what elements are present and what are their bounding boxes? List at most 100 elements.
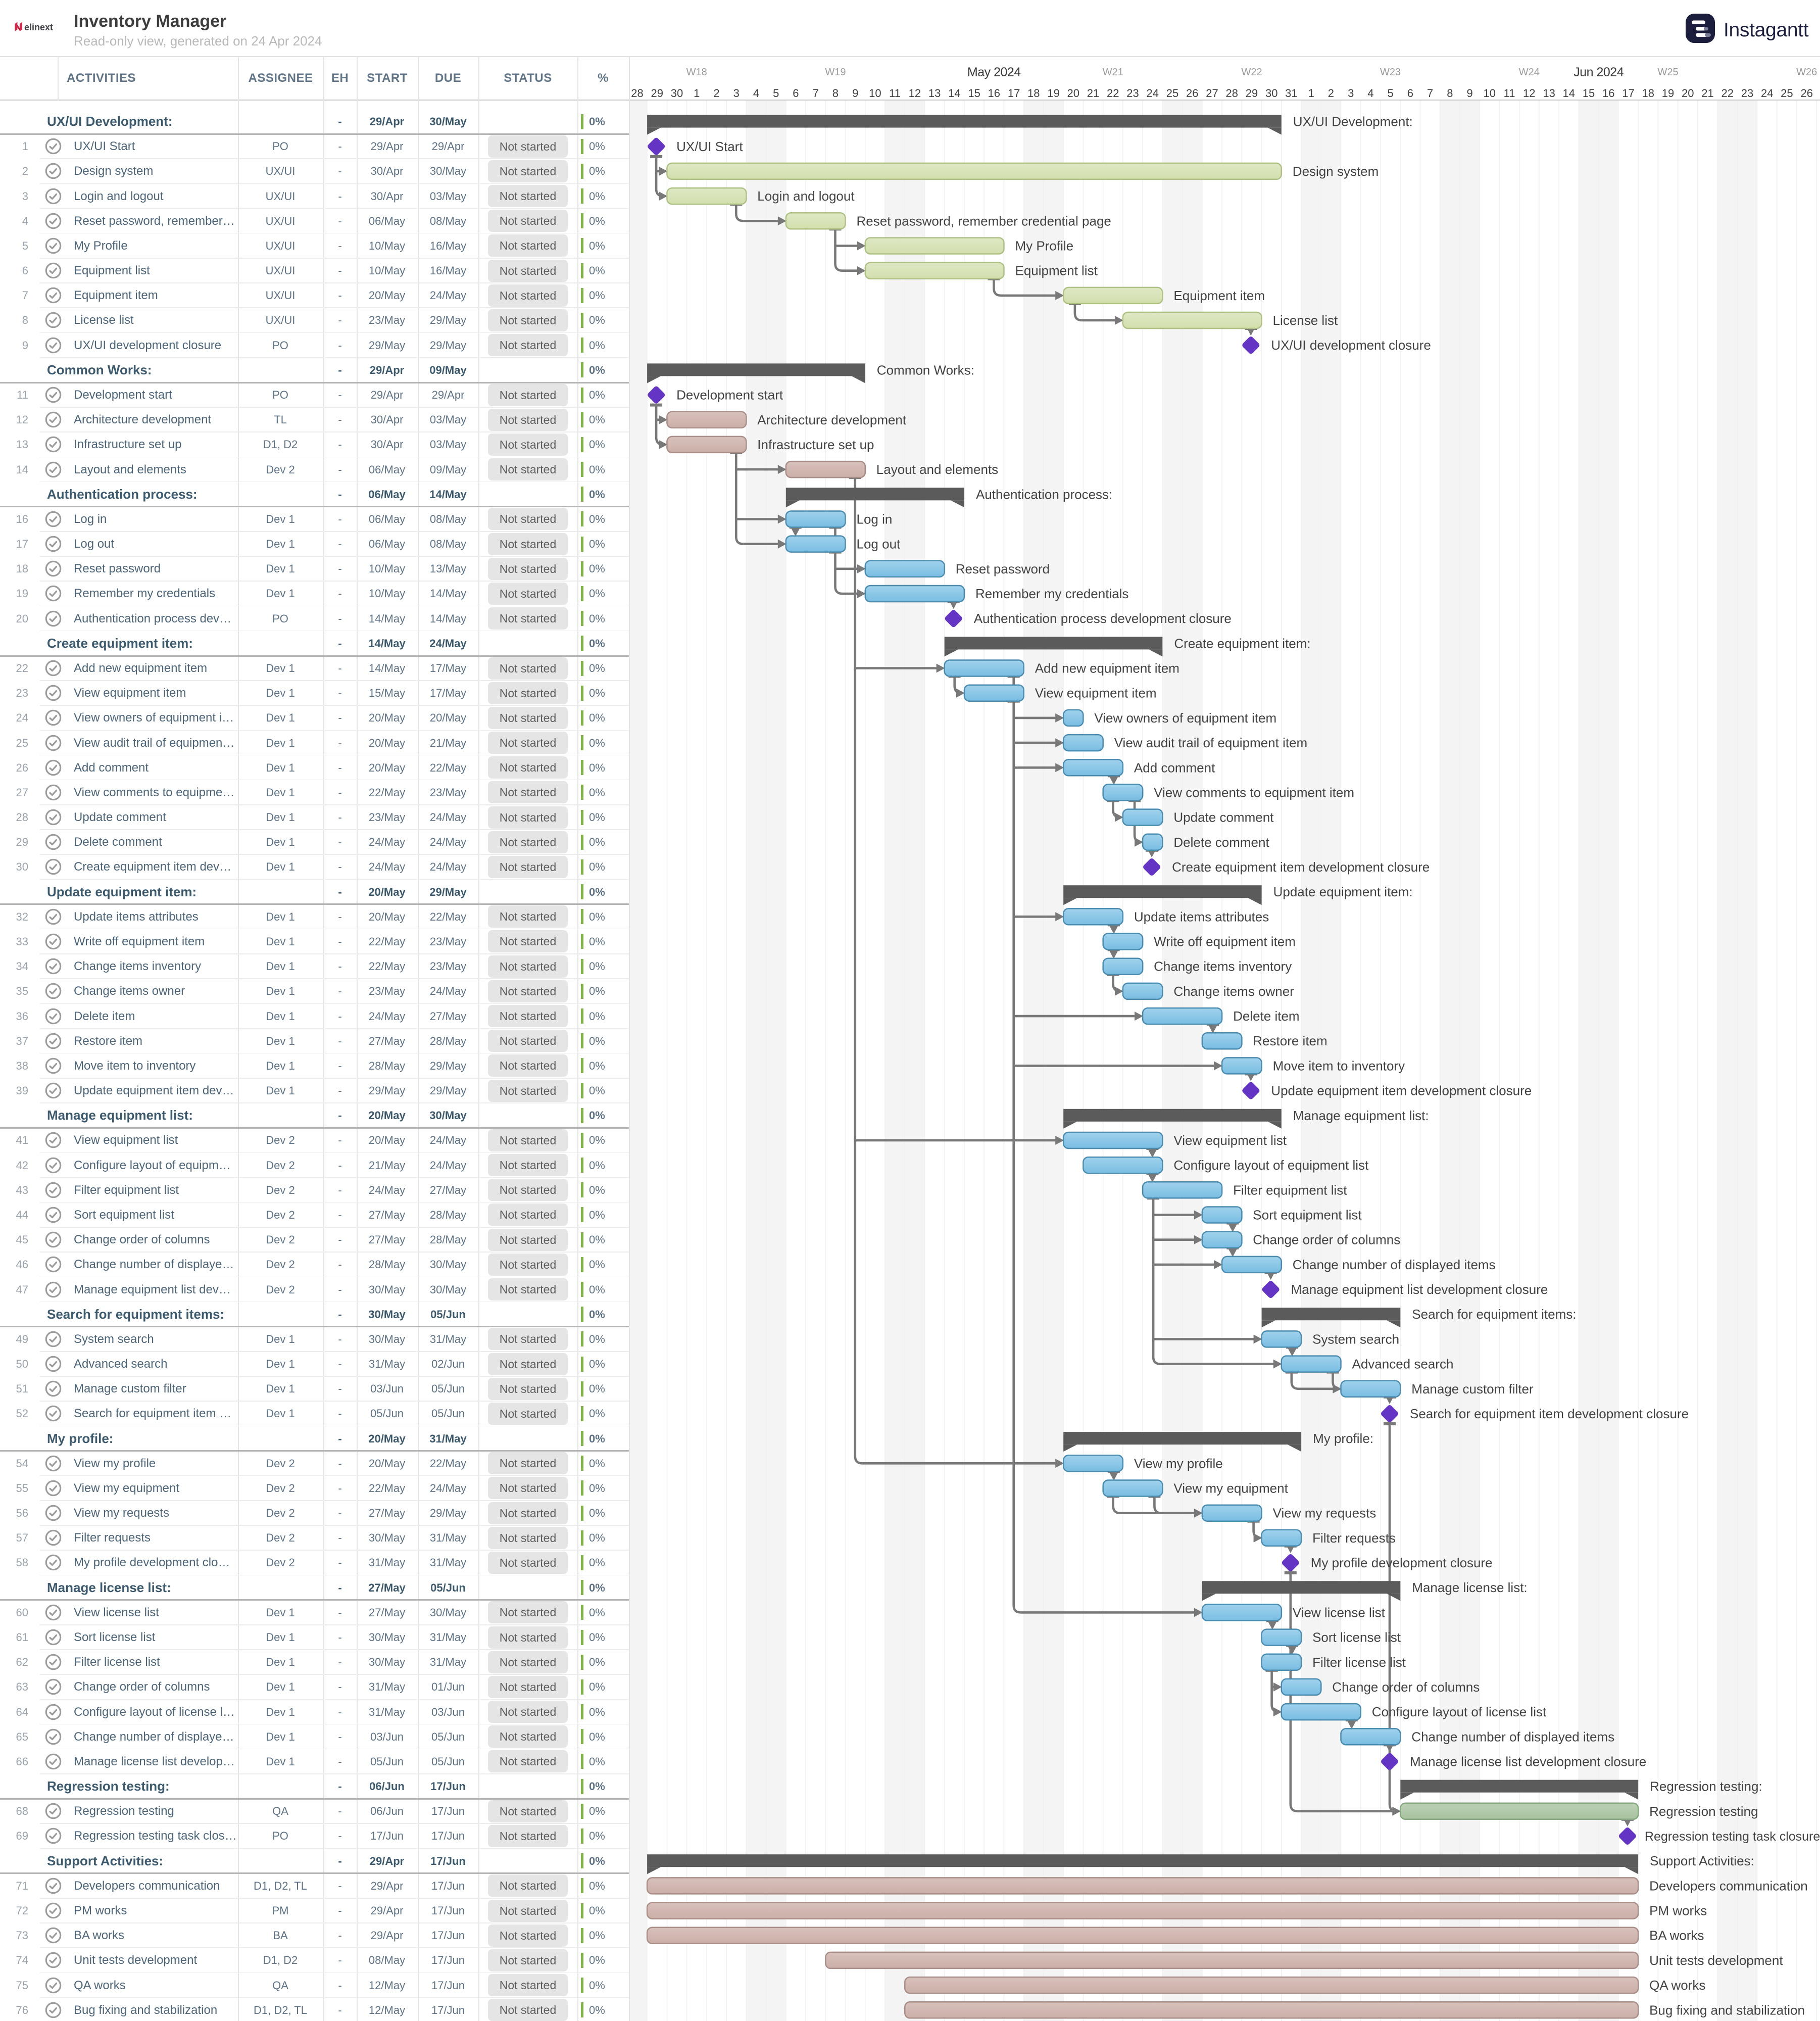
svg-text:24: 24 bbox=[1147, 87, 1159, 100]
svg-text:Authentication process:: Authentication process: bbox=[976, 487, 1112, 502]
svg-text:12: 12 bbox=[1523, 87, 1535, 100]
svg-text:Search for equipment items:: Search for equipment items: bbox=[1412, 1307, 1576, 1322]
svg-text:30: 30 bbox=[671, 87, 683, 100]
svg-text:Add comment: Add comment bbox=[1134, 760, 1215, 775]
svg-text:View audit trail of equipment: View audit trail of equipment item bbox=[1114, 735, 1308, 750]
svg-text:9: 9 bbox=[1466, 87, 1472, 100]
svg-text:Configure layout of license li: Configure layout of license list bbox=[1372, 1704, 1547, 1719]
svg-text:6: 6 bbox=[793, 87, 799, 100]
svg-text:2: 2 bbox=[713, 87, 719, 100]
svg-text:17: 17 bbox=[1008, 87, 1020, 100]
svg-text:BA works: BA works bbox=[1649, 1928, 1704, 1943]
svg-text:Update items attributes: Update items attributes bbox=[1134, 909, 1269, 924]
svg-text:View my equipment: View my equipment bbox=[1173, 1481, 1288, 1496]
svg-text:Manage license list:: Manage license list: bbox=[1412, 1580, 1527, 1595]
svg-text:W21: W21 bbox=[1103, 67, 1123, 78]
svg-text:Update equipment item:: Update equipment item: bbox=[1273, 884, 1413, 899]
svg-text:22: 22 bbox=[1721, 87, 1733, 100]
svg-text:22: 22 bbox=[1107, 87, 1119, 100]
svg-text:1: 1 bbox=[1308, 87, 1314, 100]
svg-text:QA works: QA works bbox=[1649, 1978, 1705, 1993]
svg-text:12: 12 bbox=[909, 87, 921, 100]
svg-text:28: 28 bbox=[631, 87, 643, 100]
svg-text:3: 3 bbox=[1348, 87, 1354, 100]
svg-text:W19: W19 bbox=[825, 67, 846, 78]
svg-text:Sort equipment list: Sort equipment list bbox=[1253, 1208, 1362, 1223]
svg-text:14: 14 bbox=[1563, 87, 1575, 100]
svg-text:License list: License list bbox=[1273, 313, 1338, 328]
svg-text:14: 14 bbox=[948, 87, 960, 100]
svg-text:Support Activities:: Support Activities: bbox=[1650, 1853, 1754, 1868]
svg-text:PM works: PM works bbox=[1649, 1903, 1707, 1918]
svg-text:View my requests: View my requests bbox=[1273, 1506, 1376, 1521]
svg-text:Design system: Design system bbox=[1293, 164, 1379, 179]
svg-text:Create equipment item developm: Create equipment item development closur… bbox=[1172, 859, 1430, 875]
svg-text:W22: W22 bbox=[1241, 67, 1262, 78]
svg-text:May 2024: May 2024 bbox=[967, 65, 1021, 79]
svg-text:View equipment list: View equipment list bbox=[1173, 1133, 1287, 1148]
svg-text:Regression testing: Regression testing bbox=[1649, 1804, 1758, 1819]
svg-text:2: 2 bbox=[1328, 87, 1334, 100]
svg-text:Login and logout: Login and logout bbox=[757, 188, 855, 204]
svg-text:Authentication process develop: Authentication process development closu… bbox=[974, 611, 1232, 626]
svg-text:Developers communication: Developers communication bbox=[1649, 1878, 1808, 1893]
svg-text:3: 3 bbox=[733, 87, 740, 100]
svg-text:26: 26 bbox=[1186, 87, 1198, 100]
svg-text:29: 29 bbox=[1246, 87, 1258, 100]
svg-text:18: 18 bbox=[1642, 87, 1654, 100]
svg-text:Update comment: Update comment bbox=[1173, 810, 1274, 825]
svg-text:9: 9 bbox=[852, 87, 858, 100]
svg-text:30: 30 bbox=[1265, 87, 1277, 100]
svg-text:21: 21 bbox=[1701, 87, 1713, 100]
svg-text:Filter requests: Filter requests bbox=[1312, 1530, 1396, 1546]
svg-text:19: 19 bbox=[1662, 87, 1674, 100]
svg-text:8: 8 bbox=[1447, 87, 1453, 100]
svg-text:Layout and elements: Layout and elements bbox=[876, 462, 998, 477]
svg-text:Change number of displayed ite: Change number of displayed items bbox=[1411, 1729, 1614, 1744]
svg-text:17: 17 bbox=[1622, 87, 1634, 100]
svg-text:Configure layout of equipment: Configure layout of equipment list bbox=[1173, 1158, 1369, 1173]
svg-text:W26: W26 bbox=[1796, 67, 1817, 78]
svg-text:Filter license list: Filter license list bbox=[1312, 1655, 1406, 1670]
svg-text:View owners of equipment item: View owners of equipment item bbox=[1094, 710, 1276, 726]
svg-text:Create equipment item:: Create equipment item: bbox=[1174, 636, 1310, 651]
svg-text:Advanced search: Advanced search bbox=[1352, 1357, 1454, 1372]
svg-text:Manage equipment list:: Manage equipment list: bbox=[1293, 1108, 1429, 1123]
svg-text:5: 5 bbox=[1387, 87, 1393, 100]
svg-text:Change order of columns: Change order of columns bbox=[1332, 1679, 1480, 1695]
svg-text:26: 26 bbox=[1800, 87, 1812, 100]
svg-text:27: 27 bbox=[1206, 87, 1218, 100]
svg-text:My profile:: My profile: bbox=[1313, 1431, 1373, 1446]
svg-text:Change order of columns: Change order of columns bbox=[1253, 1232, 1400, 1247]
svg-text:7: 7 bbox=[1427, 87, 1433, 100]
svg-text:My profile development closure: My profile development closure bbox=[1311, 1555, 1493, 1570]
svg-text:View equipment item: View equipment item bbox=[1035, 686, 1157, 701]
svg-text:Regression testing task closur: Regression testing task closure bbox=[1645, 1830, 1820, 1844]
svg-text:15: 15 bbox=[968, 87, 980, 100]
svg-text:UX/UI development closure: UX/UI development closure bbox=[1271, 338, 1431, 353]
svg-text:25: 25 bbox=[1781, 87, 1793, 100]
svg-text:Reset password, remember crede: Reset password, remember credential page bbox=[857, 213, 1111, 228]
svg-text:Equipment list: Equipment list bbox=[1015, 263, 1098, 278]
svg-text:Equipment item: Equipment item bbox=[1173, 288, 1265, 303]
svg-text:Sort license list: Sort license list bbox=[1312, 1630, 1401, 1645]
svg-text:28: 28 bbox=[1225, 87, 1238, 100]
svg-text:Jun 2024: Jun 2024 bbox=[1573, 65, 1624, 79]
svg-text:Regression testing:: Regression testing: bbox=[1650, 1779, 1762, 1794]
svg-text:25: 25 bbox=[1166, 87, 1178, 100]
svg-text:Change items owner: Change items owner bbox=[1173, 984, 1294, 999]
svg-text:Change number of displayed ite: Change number of displayed items bbox=[1293, 1257, 1496, 1272]
svg-text:11: 11 bbox=[1504, 87, 1515, 100]
svg-text:Log in: Log in bbox=[857, 512, 893, 527]
svg-text:18: 18 bbox=[1027, 87, 1040, 100]
svg-text:UX/UI Development:: UX/UI Development: bbox=[1293, 114, 1413, 129]
svg-text:19: 19 bbox=[1047, 87, 1059, 100]
svg-text:W23: W23 bbox=[1380, 67, 1401, 78]
svg-text:My Profile: My Profile bbox=[1015, 238, 1074, 254]
svg-text:Architecture development: Architecture development bbox=[757, 412, 907, 427]
svg-text:View license list: View license list bbox=[1293, 1605, 1386, 1620]
svg-text:W24: W24 bbox=[1519, 67, 1540, 78]
svg-text:Manage equipment list developm: Manage equipment list development closur… bbox=[1291, 1282, 1548, 1297]
svg-text:21: 21 bbox=[1087, 87, 1099, 100]
svg-text:13: 13 bbox=[1543, 87, 1555, 100]
